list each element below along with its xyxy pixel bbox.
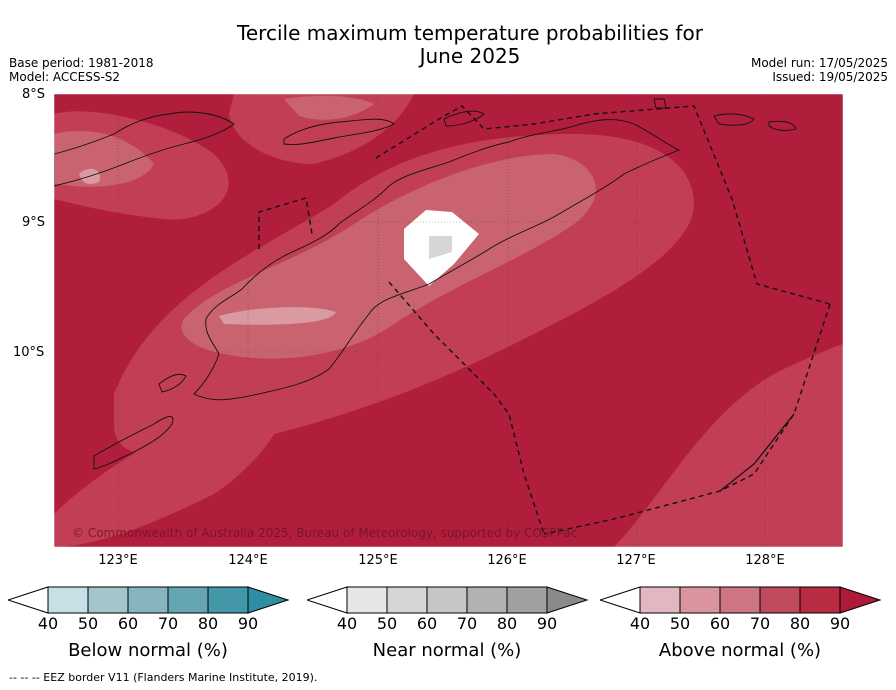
colorbar-below-extend-low [8,586,49,614]
coastlines [54,98,797,470]
eez-footnote: -- -- -- EEZ border V11 (Flanders Marine… [9,671,318,684]
cb-above-tick: 60 [709,614,731,633]
eez-border-timor-leste [375,105,831,305]
colorbar-segment [346,586,388,614]
cb-above-tick: 90 [829,614,851,633]
lon-label-123e: 123°E [98,553,138,568]
copyright-notice: © Commonwealth of Australia 2025, Bureau… [72,526,578,540]
colorbar-below-normal [8,586,290,614]
cb-above-tick: 80 [789,614,811,633]
graticule [54,94,843,547]
flores-coastline [54,111,235,187]
cb-below-tick: 40 [37,614,59,633]
cb-near-tick: 90 [536,614,558,633]
lon-label-126e: 126°E [487,553,527,568]
lon-label-124e: 124°E [228,553,268,568]
above-normal-60-region-north [284,95,374,120]
lat-label-8s: 8°S [22,87,46,102]
eez-border [258,105,831,535]
above-normal-50-region-strip [219,307,336,325]
colorbar-segment [679,586,721,614]
colorbar-near-title: Near normal (%) [372,640,522,661]
cb-above-tick: 70 [749,614,771,633]
above-normal-60-region-west [54,130,154,187]
cb-above-tick: 50 [669,614,691,633]
lon-label-125e: 125°E [358,553,398,568]
colorbar-segment [167,586,209,614]
near-normal-patch [429,236,452,259]
colorbar-near-extend-low [307,586,348,614]
colorbar-segment [719,586,761,614]
cb-below-tick: 90 [237,614,259,633]
base-period: Base period: 1981-2018 [9,56,154,70]
colorbar-segment [47,586,89,614]
lat-label-9s: 9°S [22,215,46,230]
lat-label-10s: 10°S [13,345,45,360]
eez-border-timor-west [258,197,313,249]
colorbar-segment [426,586,468,614]
colorbar-segment [386,586,428,614]
colorbar-near-normal [307,586,589,614]
model-run: Model run: 17/05/2025 [750,56,888,70]
issued-date: Issued: 19/05/2025 [772,70,888,84]
colorbar-segment [799,586,841,614]
colorbar-segment [759,586,801,614]
colorbar-below-title: Below normal (%) [68,640,228,661]
colorbar-segment [466,586,508,614]
eez-border-solid-segment [719,413,795,492]
lon-label-127e: 127°E [616,553,656,568]
cb-above-tick: 40 [629,614,651,633]
probability-map [54,94,843,547]
cb-below-tick: 60 [117,614,139,633]
colorbar-segment [207,586,249,614]
colorbar-above-normal [600,586,882,614]
colorbar-segment [127,586,169,614]
colorbar-near-extend-high [546,586,589,614]
map-title-line2: June 2025 [419,44,521,68]
east-islands-coastline [713,113,797,131]
meta-right: Model run: 17/05/2025 Issued: 19/05/2025 [751,56,888,84]
lon-label-128e: 128°E [745,553,785,568]
colorbar-near-segments [346,586,548,614]
cb-near-tick: 40 [336,614,358,633]
colorbar-above-title: Above normal (%) [658,640,822,661]
map-title-line1: Tercile maximum temperature probabilitie… [237,21,703,45]
cb-near-tick: 50 [376,614,398,633]
colorbar-below-extend-high [247,586,290,614]
above-normal-70-region-southwest [54,393,284,547]
rote-coastline [158,373,187,393]
eez-border-south [388,281,545,535]
above-normal-70-region-north [229,94,414,164]
cb-near-tick: 70 [456,614,478,633]
cb-below-tick: 70 [157,614,179,633]
cb-below-tick: 50 [77,614,99,633]
wetar-coastline [443,110,485,127]
colorbar-segment [87,586,129,614]
meta-left: Base period: 1981-2018 Model: ACCESS-S2 [9,56,154,84]
model-name: Model: ACCESS-S2 [9,70,121,84]
cb-near-tick: 60 [416,614,438,633]
timor-coastline [193,119,681,401]
colorbar-below-segments [47,586,249,614]
north-islands-coastline [283,118,395,145]
cb-near-tick: 80 [496,614,518,633]
above-normal-70-region-southeast [614,344,843,547]
colorbar-segment [506,586,548,614]
cb-below-tick: 80 [197,614,219,633]
colorbar-above-extend-low [600,586,641,614]
colorbar-above-segments [639,586,841,614]
colorbar-above-extend-high [839,586,882,614]
colorbar-segment [639,586,681,614]
sumba-coastline [93,416,174,470]
